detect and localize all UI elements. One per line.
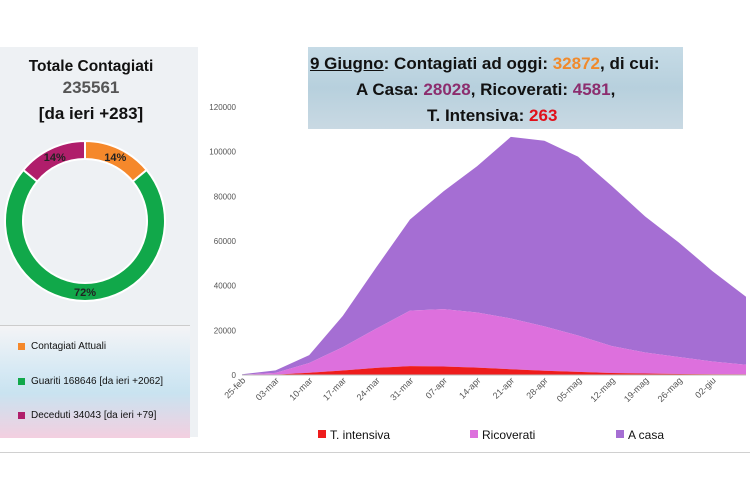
x-tick-label: 31-mar	[388, 375, 415, 402]
y-tick-label: 80000	[214, 192, 237, 201]
legend-label: Contagiati Attuali	[31, 341, 107, 352]
legend-swatch	[616, 430, 624, 438]
donut-slice-label: 72%	[74, 287, 96, 299]
x-tick-label: 21-apr	[491, 375, 516, 400]
x-tick-label: 17-mar	[321, 375, 348, 402]
total-value: 235561	[62, 78, 120, 97]
x-tick-label: 03-mar	[254, 375, 281, 402]
legend-swatch	[18, 378, 25, 385]
header-line-1: 9 Giugno: Contagiati ad oggi: 32872, di …	[310, 54, 660, 74]
x-tick-label: 12-mag	[588, 375, 617, 404]
legend-label: Deceduti 34043 [da ieri +79]	[31, 410, 157, 421]
legend-label: Ricoverati	[482, 428, 535, 442]
divider	[0, 452, 750, 453]
donut-slice-label: 14%	[104, 152, 126, 164]
header-acasa-value: 28028	[423, 80, 471, 99]
header-banner: 9 Giugno: Contagiati ad oggi: 32872, di …	[308, 47, 683, 129]
legend-swatch	[18, 343, 25, 350]
total-title: Totale Contagiati	[28, 58, 154, 75]
donut-legend: Contagiati Attuali Guariti 168646 [da ie…	[0, 325, 190, 438]
y-tick-label: 100000	[209, 148, 236, 157]
legend-item-deceduti: Deceduti 34043 [da ieri +79]	[18, 410, 156, 421]
x-tick-label: 28-apr	[524, 375, 549, 400]
y-tick-label: 120000	[209, 103, 236, 112]
legend-swatch	[318, 430, 326, 438]
header-ricoverati-value: 4581	[572, 80, 611, 99]
header-text: T. Intensiva:	[427, 106, 530, 125]
x-tick-label: 05-mag	[555, 375, 584, 404]
x-tick-label: 26-mag	[656, 375, 685, 404]
donut-chart: 14% 72% 14%	[4, 139, 166, 302]
header-text: , di cui:	[600, 54, 660, 73]
legend-label: Guariti 168646 [da ieri +2062]	[31, 376, 164, 387]
legend-swatch	[470, 430, 478, 438]
donut-slice-label: 14%	[44, 152, 66, 164]
total-delta: [da ieri +283]	[38, 104, 144, 123]
y-tick-label: 0	[232, 371, 237, 380]
header-line-3: T. Intensiva: 263	[427, 106, 557, 126]
y-tick-label: 40000	[214, 282, 237, 291]
header-text: A Casa:	[356, 80, 424, 99]
area-series-a-casa	[242, 136, 746, 375]
donut-slice	[21, 139, 86, 183]
legend-item-attuali: Contagiati Attuali	[18, 341, 106, 352]
legend-swatch	[18, 412, 25, 419]
donut-slice	[4, 168, 166, 302]
y-tick-label: 20000	[214, 326, 237, 335]
area-series-ricoverati	[242, 309, 746, 375]
x-tick-label: 24-mar	[355, 375, 382, 402]
header-text: , Ricoverati:	[470, 80, 573, 99]
legend-label: A casa	[628, 428, 664, 442]
header-text: ,	[610, 80, 616, 99]
header-contagiati-value: 32872	[552, 54, 600, 73]
header-intensiva-value: 263	[529, 106, 558, 125]
legend-label: T. intensiva	[330, 428, 390, 442]
y-tick-label: 60000	[214, 237, 237, 246]
header-date: 9 Giugno	[310, 54, 384, 73]
x-tick-label: 14-apr	[457, 375, 482, 400]
legend-item-guariti: Guariti 168646 [da ieri +2062]	[18, 376, 163, 387]
x-tick-label: 10-mar	[287, 375, 314, 402]
header-line-2: A Casa: 28028, Ricoverati: 4581,	[356, 80, 615, 100]
area-series-t-intensiva	[242, 366, 746, 375]
x-tick-label: 02-giu	[693, 375, 718, 400]
x-tick-label: 07-apr	[424, 375, 449, 400]
header-text: : Contagiati ad oggi:	[383, 54, 553, 73]
x-tick-label: 19-mag	[622, 375, 651, 404]
